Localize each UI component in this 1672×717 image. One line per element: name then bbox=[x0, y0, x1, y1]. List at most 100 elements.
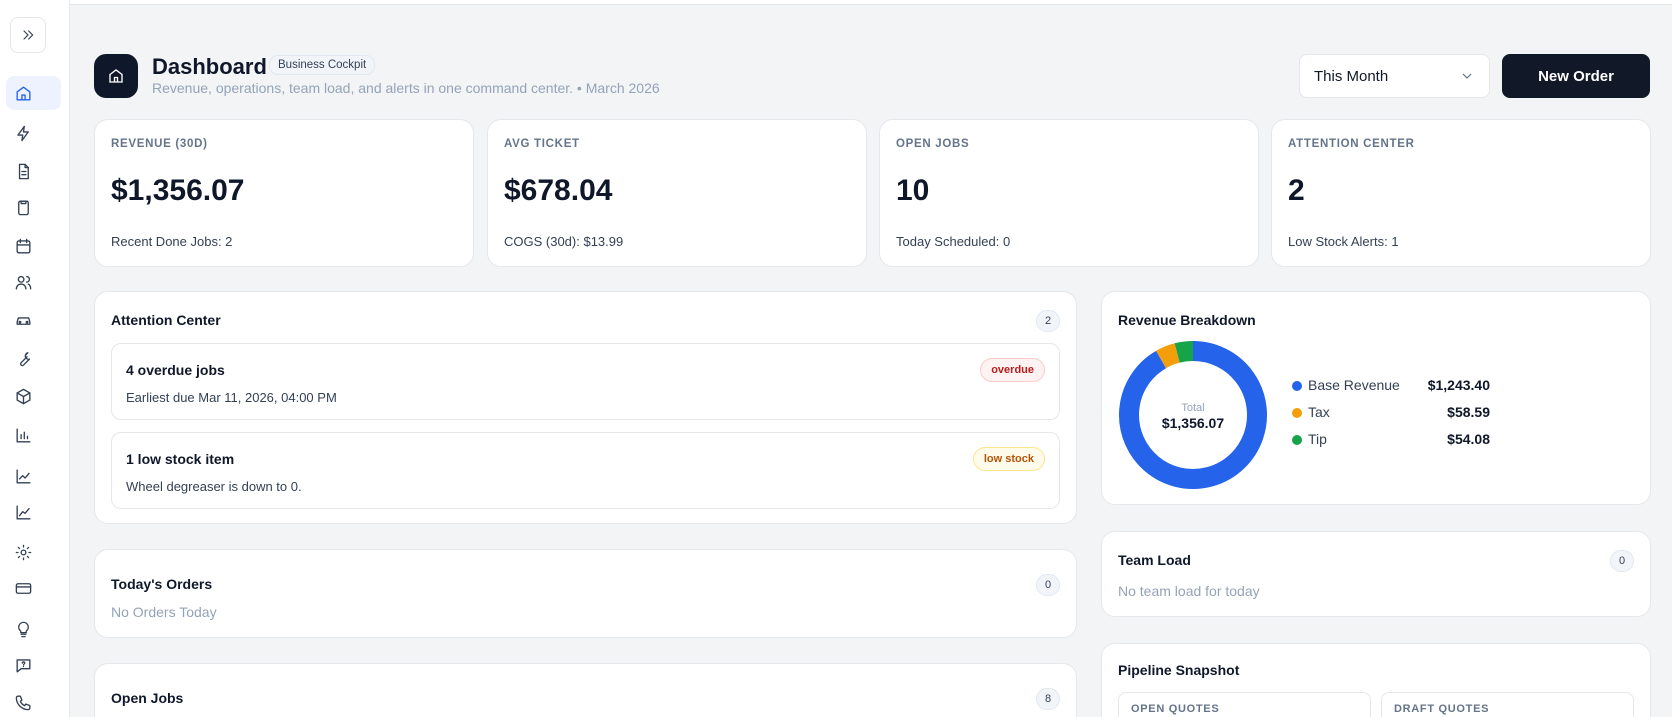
page-subtitle: Revenue, operations, team load, and aler… bbox=[152, 80, 660, 96]
card-title: Today's Orders bbox=[111, 576, 213, 592]
page-header: Dashboard Business Cockpit Revenue, oper… bbox=[94, 54, 1650, 98]
sidebar-item-quick-actions[interactable] bbox=[6, 116, 61, 150]
sidebar-item-trends[interactable] bbox=[6, 495, 61, 529]
legend-name: Tax bbox=[1308, 404, 1330, 420]
clipboard-icon bbox=[18, 199, 29, 215]
dashboard-logo bbox=[94, 54, 138, 98]
wrench-icon bbox=[19, 351, 31, 366]
phone-icon bbox=[15, 694, 31, 710]
alert-description: Wheel degreaser is down to 0. bbox=[126, 479, 302, 494]
sidebar-item-documents[interactable] bbox=[6, 154, 61, 188]
alert-title: 1 low stock item bbox=[126, 451, 235, 467]
count-badge: 8 bbox=[1036, 688, 1060, 710]
sidebar-item-dashboard[interactable] bbox=[6, 76, 61, 110]
stat-card-attention: ATTENTION CENTER 2 Low Stock Alerts: 1 bbox=[1271, 119, 1651, 267]
double-chevron-right-icon bbox=[23, 30, 34, 40]
stat-value: 10 bbox=[896, 174, 930, 207]
sidebar-item-settings[interactable] bbox=[6, 535, 61, 569]
team-load-card: Team Load 0 No team load for today bbox=[1101, 531, 1651, 617]
attention-center-card: Attention Center 2 4 overdue jobs Earlie… bbox=[94, 291, 1077, 524]
sidebar-item-ideas[interactable] bbox=[6, 612, 61, 646]
status-badge-low-stock: low stock bbox=[972, 447, 1045, 471]
status-badge-overdue: overdue bbox=[980, 358, 1045, 382]
stat-label: ATTENTION CENTER bbox=[1288, 138, 1415, 150]
lightbulb-icon bbox=[18, 621, 29, 637]
period-select-value: This Month bbox=[1314, 67, 1389, 85]
stat-value: $1,356.07 bbox=[111, 174, 245, 207]
empty-state-text: No Orders Today bbox=[111, 604, 217, 620]
sidebar-item-billing[interactable] bbox=[6, 571, 61, 605]
stat-label: REVENUE (30D) bbox=[111, 138, 208, 150]
period-select[interactable]: This Month bbox=[1299, 54, 1490, 98]
donut-total-value: $1,356.07 bbox=[1161, 415, 1225, 431]
pipeline-draft-quotes[interactable]: DRAFT QUOTES bbox=[1381, 692, 1634, 717]
sidebar-item-contact[interactable] bbox=[6, 685, 61, 717]
sidebar-item-vehicles[interactable] bbox=[6, 302, 61, 336]
donut-total-label: Total bbox=[1181, 402, 1205, 414]
legend-name: Base Revenue bbox=[1308, 377, 1400, 393]
legend-value: $58.59 bbox=[1447, 404, 1490, 420]
stat-value: $678.04 bbox=[504, 174, 613, 207]
card-title: Team Load bbox=[1118, 552, 1191, 568]
alert-description: Earliest due Mar 11, 2026, 04:00 PM bbox=[126, 390, 337, 405]
legend-item-tax: Tax $58.59 bbox=[1290, 403, 1490, 430]
stat-value: 2 bbox=[1288, 174, 1305, 207]
pipeline-snapshot-card: Pipeline Snapshot OPEN QUOTES DRAFT QUOT… bbox=[1101, 643, 1651, 717]
pipeline-open-quotes[interactable]: OPEN QUOTES bbox=[1118, 692, 1371, 717]
page-title: Dashboard bbox=[152, 54, 267, 79]
donut-slice-tip bbox=[1174, 341, 1194, 363]
todays-orders-card: Today's Orders 0 No Orders Today bbox=[94, 549, 1077, 638]
pipeline-label: DRAFT QUOTES bbox=[1394, 703, 1490, 715]
sidebar-item-reports[interactable] bbox=[6, 418, 61, 452]
expand-sidebar-button[interactable] bbox=[10, 17, 46, 53]
sidebar-item-inventory[interactable] bbox=[6, 379, 61, 413]
stat-card-open-jobs: OPEN JOBS 10 Today Scheduled: 0 bbox=[879, 119, 1259, 267]
legend-name: Tip bbox=[1308, 431, 1327, 447]
bar-chart-icon bbox=[16, 427, 31, 443]
top-bar bbox=[70, 0, 1672, 5]
stat-card-revenue: REVENUE (30D) $1,356.07 Recent Done Jobs… bbox=[94, 119, 474, 267]
calendar-icon bbox=[16, 238, 31, 254]
count-badge: 0 bbox=[1610, 550, 1634, 572]
users-icon bbox=[15, 275, 32, 290]
revenue-legend: Base Revenue $1,243.40 Tax $58.59 Tip $5… bbox=[1290, 376, 1490, 457]
trend-chart-icon bbox=[16, 504, 31, 520]
donut-slice-base-revenue bbox=[1119, 341, 1267, 489]
sidebar bbox=[0, 0, 70, 717]
sidebar-item-customers[interactable] bbox=[6, 265, 61, 299]
sidebar-item-services[interactable] bbox=[6, 342, 61, 376]
pipeline-label: OPEN QUOTES bbox=[1131, 703, 1220, 715]
card-title: Pipeline Snapshot bbox=[1118, 662, 1240, 678]
legend-dot bbox=[1292, 408, 1302, 418]
line-chart-icon bbox=[16, 468, 31, 484]
sidebar-item-help[interactable] bbox=[6, 648, 61, 682]
lightning-icon bbox=[17, 125, 29, 141]
document-icon bbox=[18, 163, 29, 179]
legend-dot bbox=[1292, 381, 1302, 391]
legend-item-tip: Tip $54.08 bbox=[1290, 430, 1490, 457]
legend-dot bbox=[1292, 435, 1302, 445]
alert-item-low-stock[interactable]: 1 low stock item Wheel degreaser is down… bbox=[111, 432, 1060, 509]
sidebar-item-analytics[interactable] bbox=[6, 459, 61, 493]
chevron-down-icon bbox=[1462, 73, 1472, 79]
sidebar-item-calendar[interactable] bbox=[6, 229, 61, 263]
home-icon bbox=[109, 69, 123, 83]
stat-subtext: Recent Done Jobs: 2 bbox=[111, 234, 233, 249]
alert-item-overdue[interactable]: 4 overdue jobs Earliest due Mar 11, 2026… bbox=[111, 343, 1060, 420]
count-badge: 2 bbox=[1036, 310, 1060, 332]
donut-slice-tax bbox=[1156, 343, 1180, 369]
open-jobs-card: Open Jobs 8 bbox=[94, 663, 1077, 717]
stat-label: AVG TICKET bbox=[504, 138, 580, 150]
sidebar-item-clipboard[interactable] bbox=[6, 190, 61, 224]
revenue-breakdown-card: Revenue Breakdown Total $1,356.07 Base R… bbox=[1101, 291, 1651, 505]
new-order-button[interactable]: New Order bbox=[1502, 54, 1650, 98]
count-badge: 0 bbox=[1036, 574, 1060, 596]
gear-icon bbox=[15, 544, 32, 560]
credit-card-icon bbox=[15, 582, 32, 594]
empty-state-text: No team load for today bbox=[1118, 583, 1260, 599]
legend-item-base-revenue: Base Revenue $1,243.40 bbox=[1290, 376, 1490, 403]
alert-title: 4 overdue jobs bbox=[126, 362, 225, 378]
card-title: Revenue Breakdown bbox=[1118, 312, 1256, 328]
help-chat-icon bbox=[16, 658, 31, 673]
stat-subtext: Low Stock Alerts: 1 bbox=[1288, 234, 1399, 249]
